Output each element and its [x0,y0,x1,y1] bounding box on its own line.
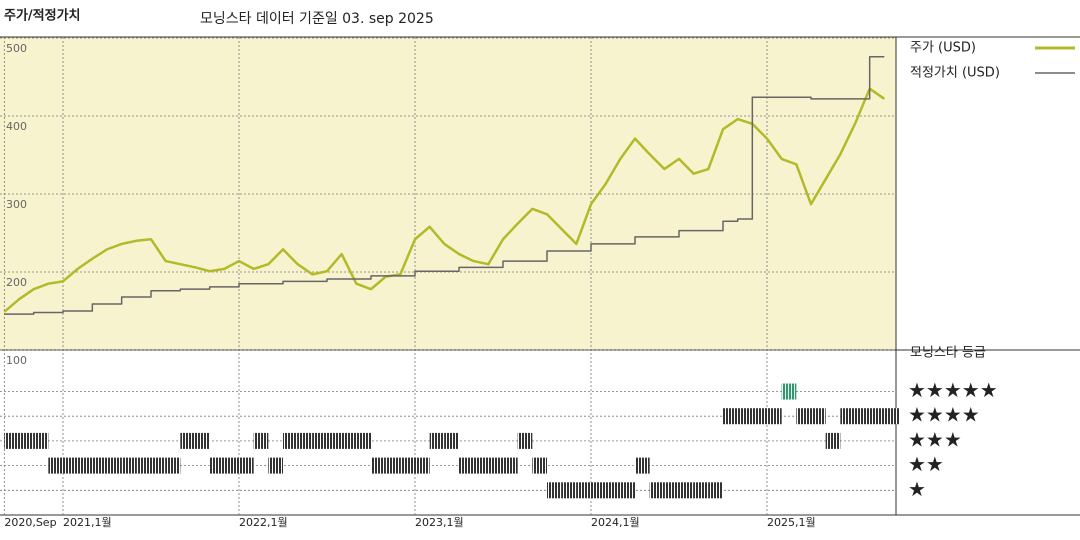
rating-bar [561,482,577,499]
rating-bar [136,457,151,474]
rating-bar [151,457,166,474]
rating-bar [371,457,386,474]
rating-bar [737,408,753,425]
rating-bar [239,457,254,474]
rating-bar [781,383,797,400]
rating-bar [121,457,137,474]
rating-bar [473,457,489,474]
rating-bar [4,432,19,449]
y-tick-label: 300 [6,198,27,211]
legend-label: 적정가치 (USD) [910,66,1000,81]
rating-label: ★★★★ [908,403,980,427]
rating-bar [708,482,723,499]
rating-label: ★ [908,477,926,501]
rating-bar [356,432,371,449]
rating-bar [503,457,518,474]
rating-label: ★★★★★ [908,378,998,402]
rating-bar [415,457,430,474]
rating-bar [635,457,650,474]
x-tick-label: 2021,1월 [63,516,112,529]
rating-bar [884,408,900,425]
rating-bar [107,457,122,474]
rating-bar [591,482,606,499]
rating-bar [165,457,181,474]
rating-title: 모닝스타 등급 [910,346,986,361]
rating-bar [459,457,474,474]
rating-bar [77,457,93,474]
rating-bar [811,408,826,425]
rating-bar [385,457,401,474]
rating-bar [869,408,885,425]
y-tick-label: 500 [6,42,27,55]
rating-bar [723,408,738,425]
rating-bar [92,457,107,474]
rating-bar [195,432,210,449]
rating-label: ★★★ [908,427,962,451]
rating-bar [649,482,665,499]
rating-bar [605,482,621,499]
rating-bar [444,432,459,449]
rating-bar [327,432,342,449]
rating-bar [532,457,547,474]
rating-bar [341,432,357,449]
rating-label: ★★ [908,452,944,476]
rating-bar [283,432,298,449]
series-line [4,55,885,315]
rating-bar [825,432,841,449]
rating-bar [429,432,445,449]
series-line [3,87,886,313]
x-tick-label: 2022,1월 [239,516,288,529]
y-tick-label: 100 [6,354,27,367]
rating-bar [253,432,269,449]
legend-label: 주가 (USD) [910,41,976,56]
rating-bar [48,457,63,474]
rating-bar [664,482,679,499]
rating-bar [517,432,533,449]
y-tick-label: 200 [6,276,27,289]
rating-bar [63,457,78,474]
rating-bar [224,457,239,474]
rating-bar [693,482,709,499]
x-tick-label: 2023,1월 [415,516,464,529]
x-tick-label: 2025,1월 [767,516,816,529]
plot-background [0,37,896,350]
rating-bar [547,482,562,499]
rating-bar [620,482,635,499]
rating-bar [297,432,313,449]
chart-title: 주가/적정가치 [4,8,81,24]
rating-bar [855,408,870,425]
rating-bar [33,432,49,449]
rating-bar [576,482,591,499]
rating-bar [796,408,811,425]
rating-bar [488,457,503,474]
rating-bar [767,408,782,425]
x-tick-label: 2024,1월 [591,516,640,529]
rating-bar [752,408,767,425]
x-tick-label: 2020,Sep [4,516,56,529]
rating-bar [268,457,283,474]
rating-bar [180,432,195,449]
rating-bar [19,432,34,449]
rating-bar [312,432,327,449]
chart-subtitle: 모닝스타 데이터 기준일 03. sep 2025 [200,11,434,27]
y-tick-label: 400 [6,120,27,133]
rating-bar [209,457,225,474]
rating-bar [840,408,855,425]
rating-bar [400,457,415,474]
rating-bar [679,482,694,499]
